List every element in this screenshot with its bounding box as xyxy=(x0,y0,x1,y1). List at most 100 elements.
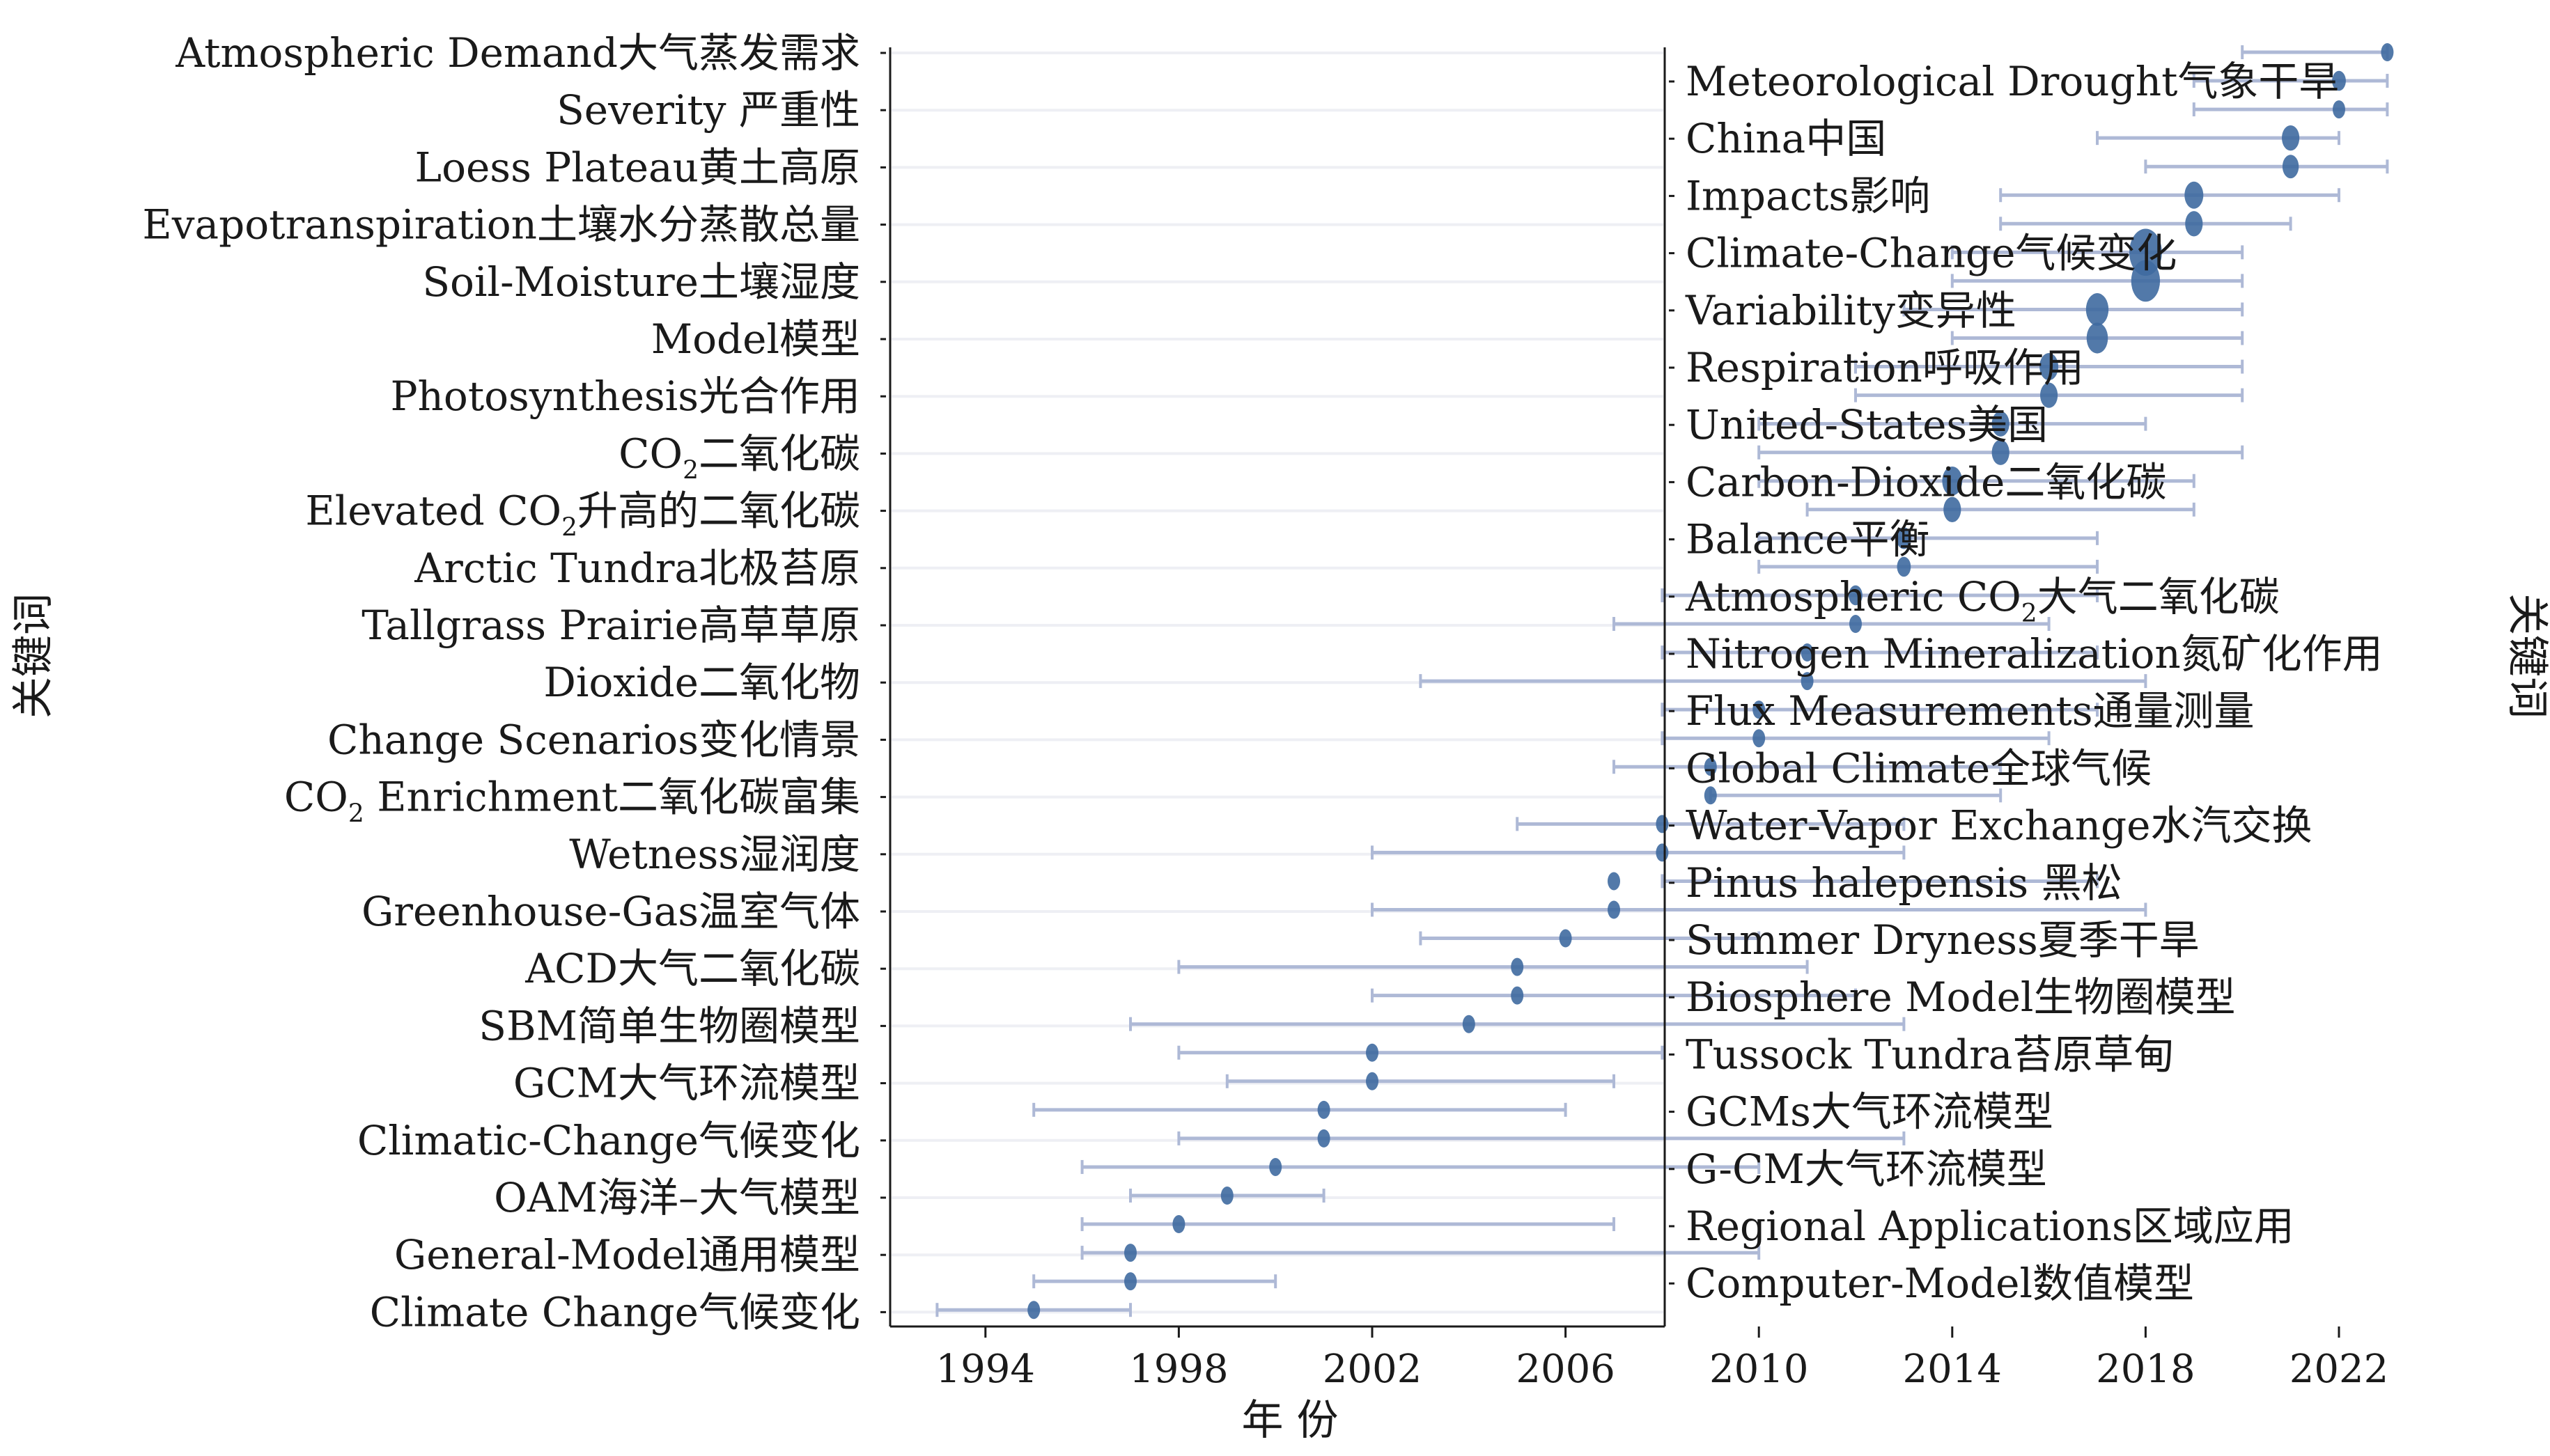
keyword-point xyxy=(1943,496,1961,522)
left-keyword-labels: Atmospheric Demand大气蒸发需求 Severity 严重性 Loes… xyxy=(142,29,860,1336)
x-tick-label: 2018 xyxy=(2096,1347,2195,1392)
keyword-point xyxy=(1559,929,1572,948)
keyword-point xyxy=(2282,125,2300,151)
keyword-point xyxy=(1942,466,1963,496)
keyword-point xyxy=(1366,1072,1378,1090)
keyword-point xyxy=(1462,1015,1475,1033)
keyword-point xyxy=(2282,155,2299,179)
right-keyword-label: GCMs大气环流模型 xyxy=(1686,1088,2053,1136)
keyword-points xyxy=(1027,43,2394,1320)
keyword-point xyxy=(1608,900,1620,919)
right-keyword-label: Nitrogen Mineralization氮矿化作用 xyxy=(1686,630,2383,678)
keyword-point xyxy=(1704,758,1717,776)
x-tick-label: 2006 xyxy=(1516,1347,1615,1392)
keyword-point xyxy=(1656,815,1669,833)
right-keyword-label: Summer Dryness夏季干旱 xyxy=(1686,916,2200,964)
left-keyword-label: SBM简单生物圈模型 xyxy=(479,1002,860,1049)
keyword-point xyxy=(1317,1100,1330,1119)
keyword-point xyxy=(2332,70,2346,91)
keyword-point xyxy=(2039,353,2059,381)
right-keyword-label: Biosphere Model生物圈模型 xyxy=(1686,973,2235,1021)
axes xyxy=(889,47,1666,1328)
x-tick-label: 2014 xyxy=(1903,1347,2003,1392)
keyword-point xyxy=(2131,260,2161,302)
keyword-point xyxy=(1172,1215,1185,1234)
keyword-point xyxy=(1124,1244,1137,1262)
right-keyword-label: Flux Measurements通量测量 xyxy=(1686,687,2255,735)
left-keyword-label: Tallgrass Prairie高草草原 xyxy=(361,602,860,649)
right-keyword-label: Climate-Change气候变化 xyxy=(1686,230,2177,277)
keyword-point xyxy=(1027,1301,1041,1320)
left-keyword-label: Dioxide二氧化物 xyxy=(543,659,860,706)
left-keyword-label: Climatic-Change气候变化 xyxy=(357,1117,860,1164)
keyword-point xyxy=(1269,1157,1282,1176)
left-keyword-label: CO2​二氧化碳 xyxy=(619,430,860,485)
left-keyword-label: Elevated CO2​升高的二氧化碳 xyxy=(305,487,860,542)
keyword-point xyxy=(2040,382,2058,408)
left-keyword-label: OAM海洋–大气模型 xyxy=(494,1174,860,1221)
x-tick-label: 2022 xyxy=(2289,1347,2389,1392)
keyword-point xyxy=(2085,293,2109,326)
right-keyword-label: Carbon-Dioxide二氧化碳 xyxy=(1686,458,2166,506)
keyword-point xyxy=(1801,643,1814,662)
x-tick-label: 2010 xyxy=(1709,1347,1809,1392)
right-keyword-label: Balance平衡 xyxy=(1686,516,1930,563)
right-keyword-label: G-CM大气环流模型 xyxy=(1686,1145,2047,1193)
keyword-point xyxy=(2185,211,2203,237)
left-keyword-label: Climate Change气候变化 xyxy=(370,1288,860,1336)
keyword-point xyxy=(1124,1272,1137,1291)
right-keyword-labels: Meteorological Drought气象干旱 China中国 Impacts… xyxy=(1669,58,2383,1307)
left-keyword-label: Greenhouse-Gas温室气体 xyxy=(361,888,860,935)
x-axis-title: 年 份 xyxy=(1241,1396,1338,1445)
keyword-point xyxy=(1897,556,1911,577)
x-tick-label: 2002 xyxy=(1323,1347,1422,1392)
keyword-point xyxy=(1849,615,1862,633)
y-axis-title-right: 关键词 xyxy=(2503,593,2550,719)
x-tick-label: 1998 xyxy=(1129,1347,1229,1392)
keyword-point xyxy=(1220,1187,1234,1205)
keyword-point xyxy=(2381,43,2394,61)
y-axis-title-left: 关键词 xyxy=(9,593,58,719)
left-keyword-label: CO2​ Enrichment二氧化碳富集 xyxy=(284,774,860,829)
left-keyword-label: Model模型 xyxy=(651,315,860,363)
keyword-point xyxy=(1317,1129,1330,1148)
left-keyword-label: Wetness湿润度 xyxy=(569,831,860,878)
left-keyword-label: General-Model通用模型 xyxy=(394,1231,860,1278)
left-keyword-label: Evapotranspiration土壤水分蒸散总量 xyxy=(142,201,860,249)
keyword-point xyxy=(1511,957,1524,976)
right-keyword-label: Global Climate全球气候 xyxy=(1686,744,2152,792)
keyword-point xyxy=(1849,585,1863,606)
left-keyword-label: Change Scenarios变化情景 xyxy=(327,716,860,763)
left-keyword-label: GCM大气环流模型 xyxy=(513,1060,860,1107)
keyword-point xyxy=(1656,843,1669,862)
keyword-point xyxy=(2086,322,2108,354)
left-keyword-label: Atmospheric Demand大气蒸发需求 xyxy=(175,29,860,77)
right-keyword-label: Atmospheric CO2​大气二氧化碳 xyxy=(1685,573,2280,628)
right-keyword-label: Impacts影响 xyxy=(1686,172,1930,219)
keyword-point xyxy=(1991,439,2009,465)
right-keyword-label: Computer-Model数值模型 xyxy=(1686,1260,2194,1307)
right-keyword-label: Pinus halepensis 黑松 xyxy=(1686,859,2122,907)
right-keyword-label: Meteorological Drought气象干旱 xyxy=(1686,58,2339,105)
right-keyword-label: United-States美国 xyxy=(1686,401,2048,448)
right-keyword-label: Regional Applications区域应用 xyxy=(1686,1203,2294,1250)
left-keyword-label: Severity 严重性 xyxy=(557,86,860,134)
keyword-point xyxy=(1366,1043,1378,1062)
right-keyword-label: China中国 xyxy=(1686,115,1886,162)
keyword-point xyxy=(1752,729,1766,748)
keyword-point xyxy=(1704,786,1717,805)
keyword-point xyxy=(1801,672,1814,691)
year-ranges xyxy=(935,45,2389,1317)
keyword-point xyxy=(1752,700,1766,719)
keyword-point xyxy=(1608,872,1620,891)
left-keyword-label: Soil-Moisture土壤湿度 xyxy=(422,258,860,306)
right-keyword-label: Tussock Tundra苔原草甸 xyxy=(1686,1031,2174,1078)
x-axis-ticks: 1994 1998 2002 2006 2010 2014 2018 2022 xyxy=(936,1326,2389,1392)
left-keyword-label: ACD大气二氧化碳 xyxy=(524,945,860,992)
keyword-point xyxy=(2184,181,2204,209)
keyword-point xyxy=(1511,986,1524,1005)
keyword-point xyxy=(1991,411,2009,437)
right-keyword-label: Variability变异性 xyxy=(1685,287,2016,334)
right-keyword-label: Respiration呼吸作用 xyxy=(1686,344,2084,391)
